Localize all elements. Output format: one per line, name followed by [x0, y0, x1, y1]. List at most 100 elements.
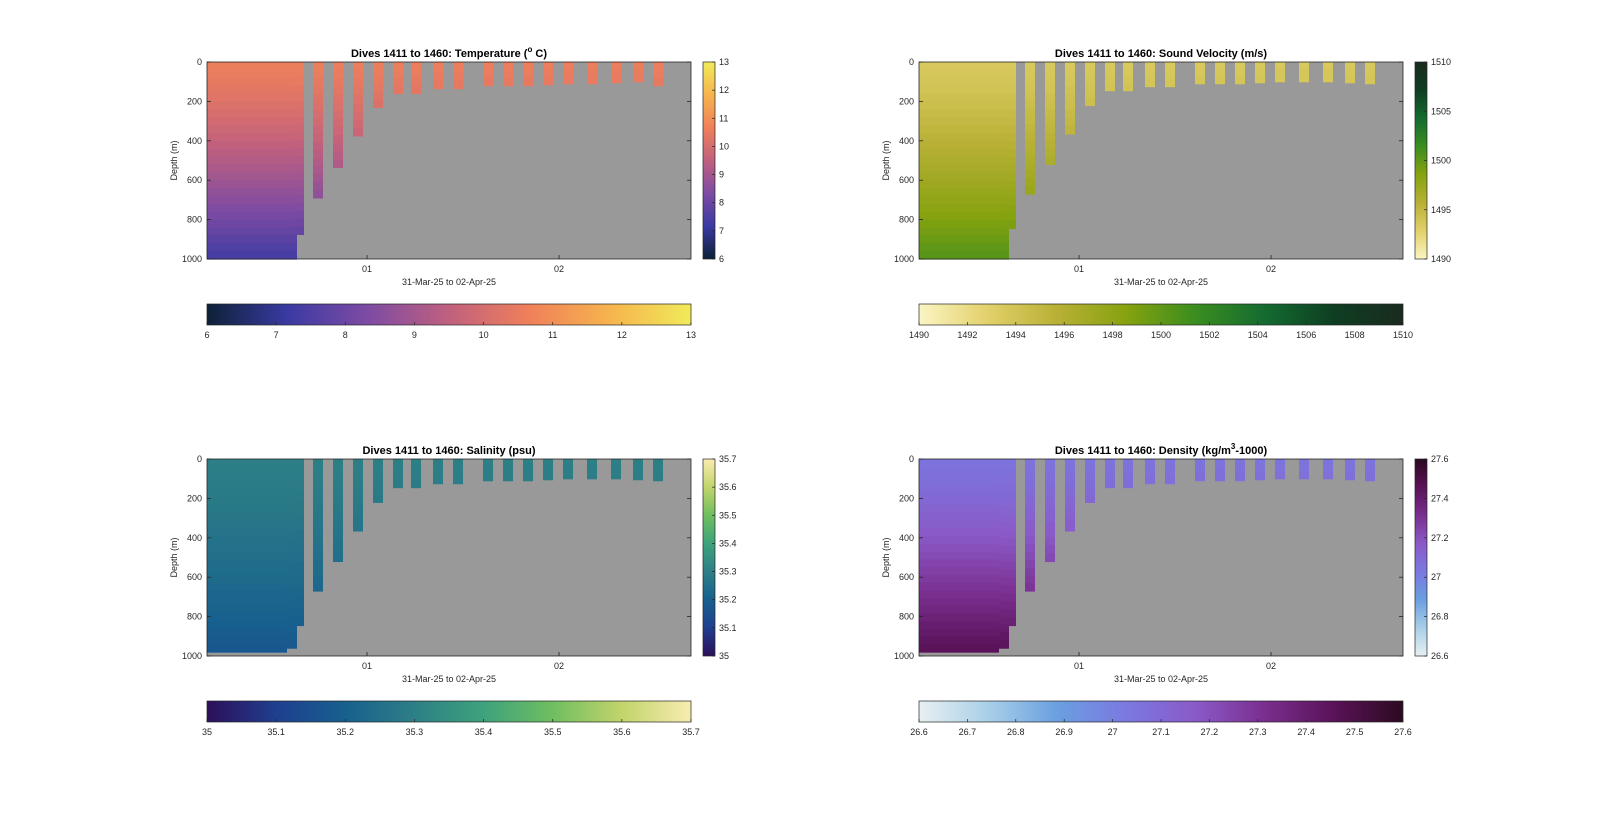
data-cell: [1235, 69, 1245, 78]
data-cell: [611, 459, 621, 467]
data-cell: [287, 164, 297, 173]
data-cell: [939, 125, 949, 134]
data-cell: [1006, 69, 1016, 79]
data-cell: [217, 528, 227, 537]
data-cell: [237, 93, 247, 102]
data-cell: [969, 466, 979, 476]
data-cell: [919, 140, 929, 150]
data-cell: [611, 62, 621, 70]
data-cell: [287, 148, 297, 158]
y-tick-label: 600: [899, 175, 914, 185]
y-axis-label: Depth (m): [881, 140, 891, 180]
data-cell: [287, 156, 297, 166]
data-cell: [1045, 474, 1055, 484]
data-cell: [1025, 124, 1035, 133]
data-cell: [633, 62, 643, 70]
data-cell: [247, 148, 257, 158]
data-cell: [267, 109, 277, 118]
data-cell: [1006, 165, 1016, 174]
data-cell: [929, 188, 939, 197]
data-cell: [939, 551, 949, 560]
data-cell: [959, 235, 969, 244]
dive-column: [919, 62, 929, 260]
data-cell: [969, 101, 979, 110]
data-cell: [989, 69, 999, 79]
data-cell: [999, 125, 1009, 134]
data-cell: [217, 156, 227, 166]
dive-column: [313, 459, 323, 592]
y-tick-label: 400: [187, 136, 202, 146]
data-cell: [333, 482, 343, 492]
data-cell: [1025, 93, 1035, 102]
data-cell: [313, 149, 323, 159]
data-cell: [939, 219, 949, 229]
data-cell: [999, 522, 1009, 531]
dive-column: [1365, 62, 1375, 85]
data-cell: [227, 85, 237, 95]
data-cell: [929, 551, 939, 560]
data-cell: [393, 77, 403, 87]
colorbar-tick-label: 35: [202, 727, 212, 737]
data-cell: [277, 77, 287, 87]
dive-column: [1345, 62, 1355, 84]
data-cell: [1235, 459, 1245, 467]
colorbar-tick-label: 26.8: [1007, 727, 1025, 737]
data-cell: [1006, 522, 1016, 531]
data-cell: [483, 473, 493, 482]
data-cell: [287, 101, 297, 110]
data-cell: [979, 69, 989, 79]
data-cell: [237, 636, 247, 645]
data-cell: [257, 227, 267, 236]
data-cell: [969, 195, 979, 205]
data-cell: [959, 621, 969, 630]
data-cell: [939, 211, 949, 221]
data-cell: [333, 490, 343, 499]
colorbar-tick-label: 1494: [1006, 330, 1026, 340]
data-cell: [1275, 62, 1285, 70]
data-cell: [1365, 466, 1375, 475]
data-cell: [217, 69, 227, 79]
data-cell: [257, 574, 267, 584]
data-cell: [294, 77, 304, 87]
data-cell: [294, 569, 304, 579]
data-cell: [999, 592, 1009, 602]
data-cell: [999, 569, 1009, 578]
data-cell: [1006, 514, 1016, 524]
data-cell: [1085, 76, 1095, 85]
data-cell: [227, 243, 237, 252]
data-cell: [433, 459, 443, 468]
data-cell: [1299, 465, 1309, 473]
dive-column: [999, 62, 1009, 260]
data-cell: [247, 459, 257, 468]
data-cell: [523, 69, 533, 79]
data-cell: [979, 195, 989, 205]
data-cell: [959, 574, 969, 584]
data-cell: [267, 559, 277, 568]
data-cell: [999, 482, 1009, 492]
data-cell: [979, 243, 989, 252]
data-cell: [1255, 62, 1265, 70]
data-cell: [294, 124, 304, 134]
data-cell: [333, 529, 343, 539]
data-cell: [929, 505, 939, 514]
colorbar-tick-label: 35.1: [267, 727, 285, 737]
data-cell: [999, 466, 1009, 476]
data-cell: [207, 605, 217, 615]
data-cell: [919, 251, 929, 260]
data-cell: [227, 598, 237, 607]
data-cell: [207, 513, 217, 522]
data-cell: [227, 140, 237, 150]
axes-frame: [918, 458, 1404, 657]
data-cell: [227, 567, 237, 576]
data-cell: [929, 93, 939, 102]
colorbar-tick-label: 11: [548, 330, 557, 340]
data-cell: [247, 567, 257, 576]
data-cell: [294, 522, 304, 531]
data-cell: [919, 156, 929, 166]
data-cell: [979, 85, 989, 95]
colorbar-tick-label: 27.3: [1249, 727, 1267, 737]
data-cell: [1145, 467, 1155, 477]
data-cell: [1145, 475, 1155, 485]
data-cell: [653, 466, 663, 475]
